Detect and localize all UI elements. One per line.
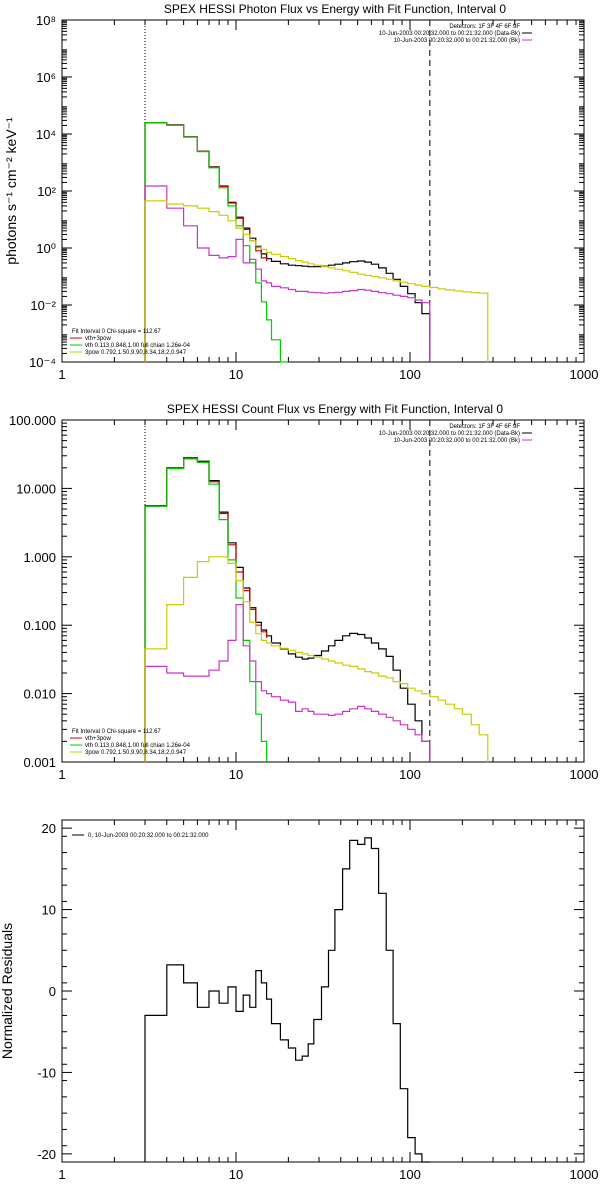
x-tick-label: 100 <box>399 1167 421 1182</box>
count-flux-legend-total: vth+3pow <box>85 736 112 742</box>
y-tick-label: 0.001 <box>23 755 56 770</box>
photon-flux-detectors: Detectors: 1F 3F 4F 6F 9F <box>449 24 520 30</box>
y-tick-label: 10⁻² <box>30 298 56 313</box>
series-line-0 <box>144 457 431 762</box>
y-tick-label: 1.000 <box>23 550 56 565</box>
residuals-y-axis-label: Normalized Residuals <box>0 923 15 1059</box>
count-flux-legend-vth: vth 0.113,0.848,1.00 full chian 1.26e-04 <box>85 743 191 749</box>
photon-flux-fit-interval: Fit Interval 0 Chi-square = 112.67 <box>72 329 161 335</box>
count-flux-fit-interval: Fit Interval 0 Chi-square = 112.67 <box>72 729 161 735</box>
series-line-4 <box>144 556 489 762</box>
y-tick-label: 10² <box>37 184 56 199</box>
x-tick-label: 1 <box>58 767 65 782</box>
photon-flux-plot-area <box>61 19 585 363</box>
count-flux-title: SPEX HESSI Count Flux vs Energy with Fit… <box>167 402 503 416</box>
series-line-1 <box>144 122 268 362</box>
photon-flux-legend-3pow: 3pow 0.792,1.50,9.90,8.34,18.2,0.947 <box>85 350 187 356</box>
y-tick-label: 20 <box>42 821 56 836</box>
residuals-series <box>144 837 430 1163</box>
y-tick-label: 0 <box>49 984 56 999</box>
photon-flux-title: SPEX HESSI Photon Flux vs Energy with Fi… <box>164 2 506 16</box>
y-tick-label: 10⁶ <box>36 70 56 85</box>
count-flux-series <box>144 457 489 762</box>
y-tick-label: -10 <box>37 1065 56 1080</box>
y-tick-label: 10⁴ <box>36 127 56 142</box>
x-tick-label: 100 <box>399 767 421 782</box>
photon-flux-legend-bottom: Fit Interval 0 Chi-square = 112.67 vth+3… <box>70 329 191 356</box>
x-tick-label: 100 <box>399 367 421 382</box>
y-tick-label: 10⁻⁴ <box>29 355 56 370</box>
series-line-0 <box>144 122 431 362</box>
x-tick-label: 10 <box>229 367 243 382</box>
x-tick-label: 1 <box>58 367 65 382</box>
photon-flux-panel: SPEX HESSI Photon Flux vs Energy with Fi… <box>3 2 598 382</box>
residuals-ticks: 1 10 100 1000 -20 -10 0 10 20 <box>37 819 599 1182</box>
series-line-2 <box>144 458 268 762</box>
y-tick-label: 10 <box>42 903 56 918</box>
photon-flux-legend-bk: 10-Jun-2003 00:20:32.000 to 00:21:32.000… <box>394 38 520 44</box>
series-line-3 <box>144 185 431 362</box>
x-tick-label: 1000 <box>570 1167 599 1182</box>
count-flux-legend-data: 10-Jun-2003 00:20:32.000 to 00:21:32.000… <box>379 431 520 437</box>
x-tick-label: 1000 <box>570 767 599 782</box>
y-tick-label: 0.010 <box>23 687 56 702</box>
photon-flux-legend-total: vth+3pow <box>85 336 112 342</box>
y-tick-label: -20 <box>37 1147 56 1162</box>
photon-flux-reference-lines <box>144 20 431 362</box>
x-tick-label: 1000 <box>570 367 599 382</box>
series-line-1 <box>144 458 268 762</box>
y-tick-label: 100.000 <box>9 413 56 428</box>
residuals-legend: 0, 10-Jun-2003 00:20:32.000 to 00:21:32.… <box>72 833 209 839</box>
count-flux-legend-bottom: Fit Interval 0 Chi-square = 112.67 vth+3… <box>70 729 191 756</box>
count-flux-detectors: Detectors: 1F 3F 4F 6F 9F <box>449 424 520 430</box>
x-tick-label: 1 <box>58 1167 65 1182</box>
count-flux-panel: SPEX HESSI Count Flux vs Energy with Fit… <box>9 402 598 782</box>
count-flux-legend-bk: 10-Jun-2003 00:20:32.000 to 00:21:32.000… <box>394 438 520 444</box>
y-tick-label: 10⁰ <box>36 241 56 256</box>
residuals-panel: Normalized Residuals 1 10 100 1000 -20 -10 0 10… <box>0 819 599 1182</box>
count-flux-reference-lines <box>144 420 431 762</box>
series-line-2 <box>144 122 289 363</box>
y-tick-label: 10.000 <box>16 481 56 496</box>
photon-flux-legend-top: Detectors: 1F 3F 4F 6F 9F 10-Jun-2003 00… <box>379 24 532 44</box>
x-tick-label: 10 <box>229 767 243 782</box>
photon-flux-legend-data: 10-Jun-2003 00:20:32.000 to 00:21:32.000… <box>379 31 520 37</box>
residuals-plot-area <box>61 819 585 1163</box>
photon-flux-ticks: 1 10 100 1000 10⁻⁴ 10⁻² 10⁰ 10² 10⁴ 10⁶ 10⁸ <box>29 13 598 382</box>
count-flux-legend-top: Detectors: 1F 3F 4F 6F 9F 10-Jun-2003 00… <box>379 424 532 444</box>
series-line-4 <box>144 200 489 362</box>
photon-flux-series <box>144 122 489 363</box>
y-tick-label: 0.100 <box>23 618 56 633</box>
y-tick-label: 10⁸ <box>36 13 56 28</box>
series-line-0 <box>144 837 430 1163</box>
photon-flux-legend-vth: vth 0.113,0.848,1.00 full chian 1.26e-04 <box>85 343 191 349</box>
photon-flux-y-axis-label: photons s⁻¹ cm⁻² keV⁻¹ <box>3 117 19 265</box>
count-flux-legend-3pow: 3pow 0.792,1.50,9.90,8.34,18.2,0.947 <box>85 750 187 756</box>
count-flux-plot-area <box>61 419 585 763</box>
x-tick-label: 10 <box>229 1167 243 1182</box>
residuals-legend-text: 0, 10-Jun-2003 00:20:32.000 to 00:21:32.… <box>88 833 209 839</box>
count-flux-ticks: 1 10 100 1000 0.001 0.010 0.100 1.000 10.000 100.… <box>9 413 598 782</box>
series-line-3 <box>144 604 431 762</box>
